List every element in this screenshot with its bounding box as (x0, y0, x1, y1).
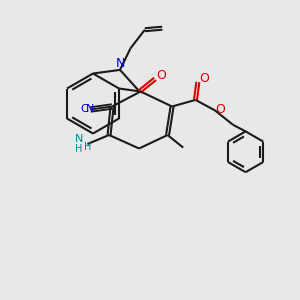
Text: H: H (75, 143, 83, 154)
Text: H: H (84, 142, 91, 152)
Text: O: O (199, 72, 209, 86)
Text: N: N (75, 134, 83, 145)
Text: O: O (156, 69, 166, 82)
Text: O: O (215, 103, 225, 116)
Text: N: N (116, 57, 125, 70)
Text: N: N (86, 104, 94, 114)
Text: C: C (80, 104, 88, 114)
